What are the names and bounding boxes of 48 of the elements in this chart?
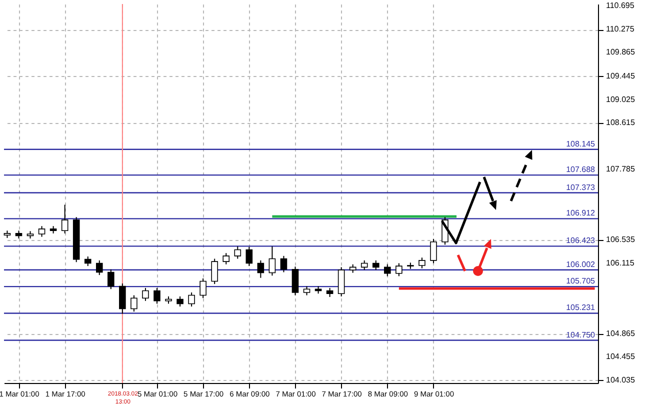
candlestick bbox=[130, 294, 138, 312]
y-tick-label: 110.695 bbox=[606, 0, 635, 10]
ref-line-label: 107.688 bbox=[566, 165, 596, 174]
y-tick-label: 104.865 bbox=[606, 328, 636, 338]
candlestick bbox=[234, 246, 242, 260]
ref-line-label: 104.750 bbox=[566, 330, 596, 340]
candlestick bbox=[418, 257, 426, 269]
candlestick bbox=[257, 260, 264, 278]
candlestick bbox=[96, 260, 103, 276]
ref-line-label: 106.912 bbox=[566, 208, 596, 218]
y-tick-label: 109.865 bbox=[606, 48, 636, 57]
ref-line-label: 107.373 bbox=[566, 182, 596, 192]
y-tick-label: 109.445 bbox=[606, 71, 636, 80]
y-tick-label: 109.025 bbox=[606, 94, 636, 104]
y-tick-label: 104.035 bbox=[606, 375, 636, 384]
ref-line-label: 106.002 bbox=[566, 260, 596, 269]
ref-line-label: 108.145 bbox=[566, 139, 596, 148]
candlestick bbox=[176, 296, 184, 308]
y-tick-label: 110.275 bbox=[606, 24, 635, 34]
candlestick bbox=[108, 268, 114, 290]
candlestick bbox=[200, 278, 206, 299]
y-tick-label: 107.785 bbox=[606, 164, 636, 174]
y-tick-label: 106.115 bbox=[606, 258, 635, 268]
candlestick bbox=[246, 246, 253, 267]
candlestick bbox=[222, 252, 230, 265]
ref-line-label: 106.423 bbox=[566, 236, 596, 246]
candlestick bbox=[188, 292, 195, 308]
candlestick bbox=[360, 260, 368, 270]
y-tick-label: 106.535 bbox=[606, 234, 636, 244]
candlestick bbox=[119, 282, 126, 314]
candlestick bbox=[268, 246, 276, 276]
candlestick bbox=[142, 287, 149, 302]
y-tick-label: 104.455 bbox=[606, 352, 636, 361]
ref-line-label: 105.231 bbox=[566, 303, 596, 312]
candlestick bbox=[211, 258, 218, 285]
candlestick bbox=[280, 255, 288, 273]
y-tick-label: 108.615 bbox=[606, 118, 636, 127]
candlestick bbox=[84, 256, 92, 267]
candlestick bbox=[396, 262, 402, 277]
candlestick bbox=[372, 260, 380, 270]
candlestick bbox=[154, 287, 160, 304]
candlestick bbox=[384, 264, 391, 277]
candlestick bbox=[338, 266, 345, 297]
candlestick bbox=[430, 238, 437, 264]
candlestick bbox=[61, 204, 68, 234]
candlestick bbox=[292, 266, 299, 296]
candlestick bbox=[38, 226, 46, 238]
ref-line-label: 105.705 bbox=[566, 276, 596, 286]
